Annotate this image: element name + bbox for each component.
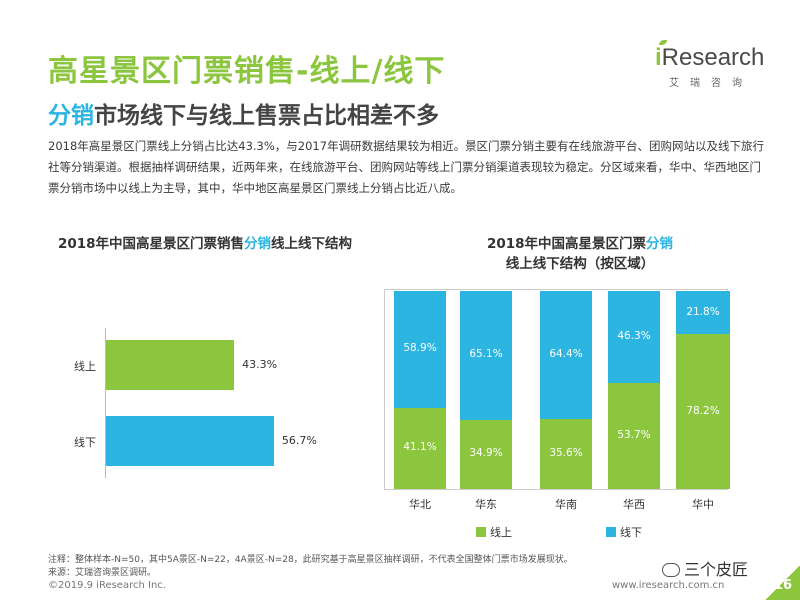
stack-online-label-4: 78.2% <box>686 404 720 417</box>
bar-0 <box>106 340 235 390</box>
wechat-icon <box>662 563 680 577</box>
stack-online-0 <box>394 407 446 489</box>
legend-online-label: 线上 <box>490 526 512 539</box>
page-number: 16 <box>774 578 793 593</box>
wechat-name: 三个皮匠 <box>684 560 749 579</box>
stack-offline-2 <box>540 291 592 419</box>
legend-offline-label: 线下 <box>620 526 642 539</box>
note-text: 注释：整体样本-N=50，其中5A景区-N=22，4A景区-N=28，此研究基于… <box>48 555 573 565</box>
right-chart-title-a: 2018年中国高星景区门票 <box>486 236 647 252</box>
source-text: 来源：艾瑞咨询景区调研。 <box>48 568 157 578</box>
bar-value-0: 43.3% <box>242 358 278 371</box>
stack-online-3 <box>608 382 660 489</box>
stack-online-label-3: 53.7% <box>617 428 651 441</box>
stack-offline-label-1: 65.1% <box>469 348 503 361</box>
stack-online-label-0: 41.1% <box>403 441 437 454</box>
intro-paragraph: 2018年高星景区门票线上分销占比达43.3%，与2017年调研数据结果较为相近… <box>48 139 765 195</box>
category-label-3: 华西 <box>623 498 645 511</box>
left-axis-line <box>105 328 106 478</box>
stack-offline-4 <box>676 291 730 335</box>
footer-url[interactable]: www.iresearch.com.cn <box>612 580 725 591</box>
logo-wordmark: iResearch <box>655 44 764 72</box>
page-subtitle: 分销市场线下与线上售票占比相差不多 <box>48 96 439 130</box>
left-chart-title: 2018年中国高星景区门票销售分销线上线下结构 <box>40 234 370 254</box>
category-label-1: 华东 <box>475 498 497 511</box>
stack-offline-label-0: 58.9% <box>403 342 437 355</box>
bar-label-1: 线下 <box>74 436 96 449</box>
stack-offline-label-4: 21.8% <box>686 305 720 318</box>
copyright: ©2019.9 iResearch Inc. <box>48 580 166 591</box>
left-chart-title-hl: 分销 <box>244 236 272 252</box>
stack-online-label-1: 34.9% <box>469 447 503 460</box>
right-chart-title-hl: 分销 <box>646 236 674 252</box>
stack-offline-label-3: 46.3% <box>617 329 651 342</box>
page-title: 高星景区门票销售-线上/线下 <box>48 54 446 89</box>
wechat-watermark: 三个皮匠 <box>662 556 748 580</box>
legend-online-swatch <box>476 527 486 537</box>
right-chart-title-b: 线上线下结构（按区域） <box>505 256 655 272</box>
subtitle-text: 市场线下与线上售票占比相差不多 <box>94 103 439 129</box>
category-label-2: 华南 <box>555 498 577 511</box>
bar-label-0: 线上 <box>74 360 96 373</box>
stack-online-1 <box>460 419 512 489</box>
logo-name: Research <box>661 44 765 71</box>
bar-value-1: 56.7% <box>281 434 317 447</box>
bar-1 <box>106 416 274 466</box>
left-chart-title-b: 线上线下结构 <box>271 236 353 252</box>
legend-offline-swatch <box>606 527 616 537</box>
logo-subtitle: 艾瑞咨询 <box>669 78 753 89</box>
logo-leaf-icon <box>659 40 667 45</box>
stack-online-4 <box>676 334 730 489</box>
right-chart-title: 2018年中国高星景区门票分销线上线下结构（按区域） <box>400 234 760 274</box>
page-corner <box>764 566 800 600</box>
stack-offline-3 <box>608 291 660 383</box>
stack-offline-1 <box>460 291 512 420</box>
stack-online-2 <box>540 418 592 489</box>
logo-i: i <box>655 44 662 71</box>
stack-offline-0 <box>394 291 446 408</box>
subtitle-highlight: 分销 <box>48 103 94 129</box>
stack-offline-label-2: 64.4% <box>549 347 583 360</box>
left-chart-title-a: 2018年中国高星景区门票销售 <box>57 236 245 252</box>
category-label-4: 华中 <box>692 498 714 511</box>
stack-online-label-2: 35.6% <box>549 446 583 459</box>
iresearch-logo: iResearch 艾瑞咨询 <box>655 40 775 94</box>
category-label-0: 华北 <box>409 498 431 511</box>
